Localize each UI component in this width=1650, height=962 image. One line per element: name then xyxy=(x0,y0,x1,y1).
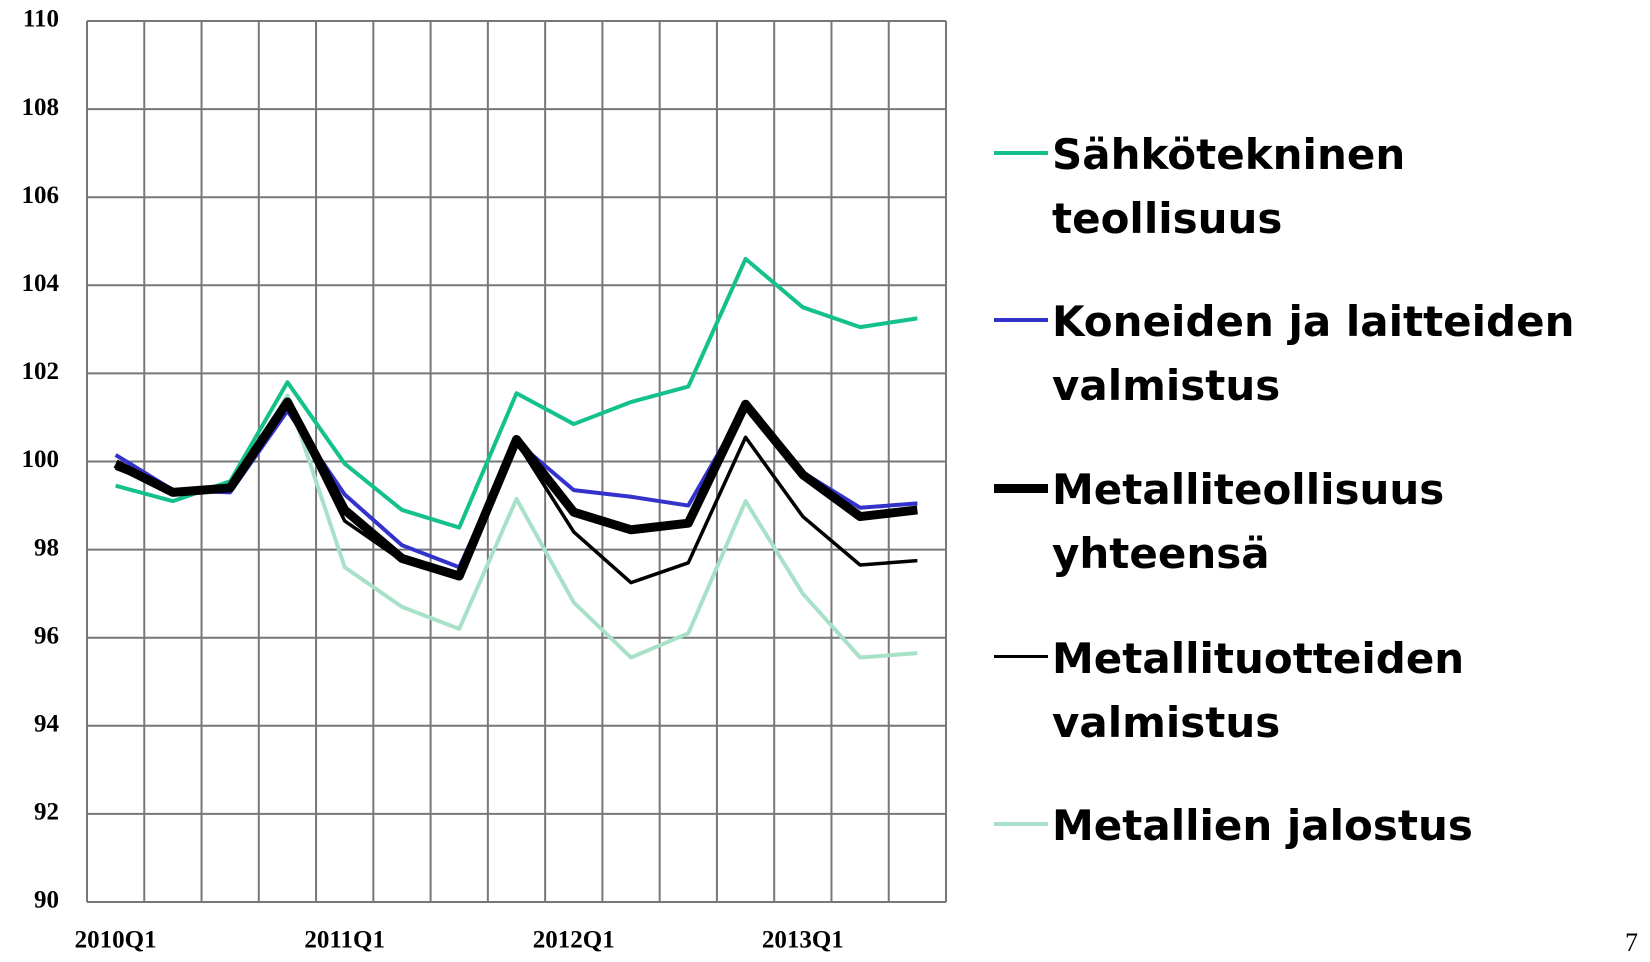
legend-entry: Koneiden ja laitteiden valmistus xyxy=(994,290,1634,418)
series-line xyxy=(113,397,918,581)
legend-swatch xyxy=(994,655,1048,659)
y-tick-label: 92 xyxy=(34,799,59,826)
series-line xyxy=(114,393,918,660)
y-tick-label: 90 xyxy=(34,887,59,914)
y-tick-label: 108 xyxy=(22,94,60,121)
legend-label: Koneiden ja laitteiden valmistus xyxy=(1052,297,1575,410)
legend-label: Sähkötekninen teollisuus xyxy=(1052,130,1406,243)
legend-entry: Metallien jalostus xyxy=(994,794,1634,858)
legend-label: Metalliteollisuus yhteensä xyxy=(1052,465,1445,578)
y-tick-label: 100 xyxy=(22,446,60,473)
legend-swatch xyxy=(994,483,1048,493)
legend-entry: Metallituotteiden valmistus xyxy=(994,627,1634,755)
x-tick-label: 2011Q1 xyxy=(304,927,385,954)
x-tick-label: 2012Q1 xyxy=(533,927,615,954)
y-tick-label: 102 xyxy=(22,358,60,385)
page-number: 7 xyxy=(1625,928,1638,957)
legend-swatch xyxy=(994,151,1048,155)
legend-entry: Sähkötekninen teollisuus xyxy=(994,123,1634,251)
series-line xyxy=(115,402,918,585)
series-line xyxy=(115,256,918,530)
legend-label: Metallituotteiden valmistus xyxy=(1052,634,1465,747)
legend-swatch xyxy=(994,822,1048,826)
y-tick-label: 98 xyxy=(34,534,59,561)
legend-entry: Metalliteollisuus yhteensä xyxy=(994,458,1634,586)
y-tick-label: 96 xyxy=(34,622,59,649)
y-tick-label: 106 xyxy=(22,182,60,209)
y-tick-label: 104 xyxy=(22,270,60,297)
x-tick-label: 2013Q1 xyxy=(762,927,844,954)
y-tick-label: 94 xyxy=(34,711,60,738)
x-tick-label: 2010Q1 xyxy=(75,927,157,954)
y-tick-label: 110 xyxy=(23,6,59,33)
legend-swatch xyxy=(994,318,1048,322)
legend-label: Metallien jalostus xyxy=(1052,801,1473,850)
